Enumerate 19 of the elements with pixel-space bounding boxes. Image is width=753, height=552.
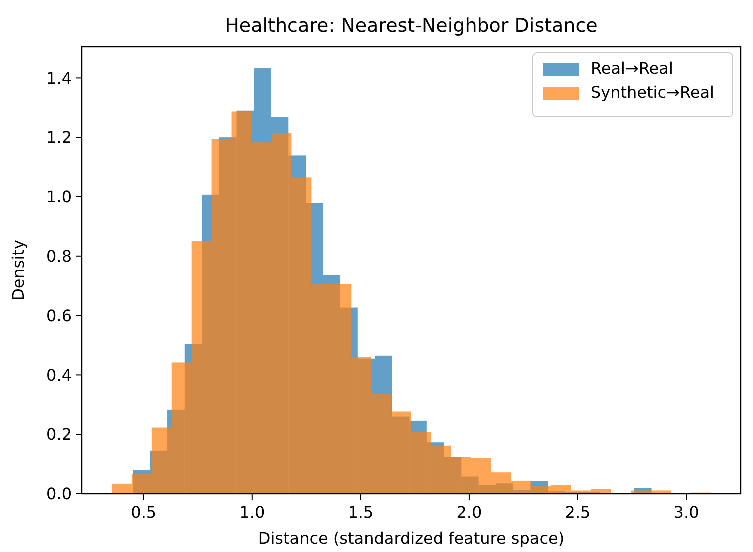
y-tick-label: 0.4 [46,366,72,385]
x-tick-label: 2.0 [456,503,482,522]
legend-label: Real→Real [591,59,674,78]
y-tick-label: 0.8 [46,246,72,266]
y-tick-label: 1.0 [46,188,72,207]
x-axis-title: Distance (standardized feature space) [258,529,565,548]
y-tick-label: 0.2 [46,425,72,444]
y-tick-label: 0.0 [46,484,72,504]
x-tick-label: 0.5 [131,503,157,522]
x-tick-label: 1.5 [348,503,374,522]
y-tick-label: 1.2 [46,128,72,148]
y-axis-title: Density [9,240,28,301]
x-tick-label: 1.0 [240,503,266,522]
chart-title: Healthcare: Nearest-Neighbor Distance [225,15,598,37]
legend-label: Synthetic→Real [591,83,714,102]
x-tick-label: 3.0 [674,503,700,522]
y-tick-label: 1.4 [46,68,72,88]
x-tick-label: 2.5 [565,503,591,522]
y-tick-label: 0.6 [46,306,72,326]
